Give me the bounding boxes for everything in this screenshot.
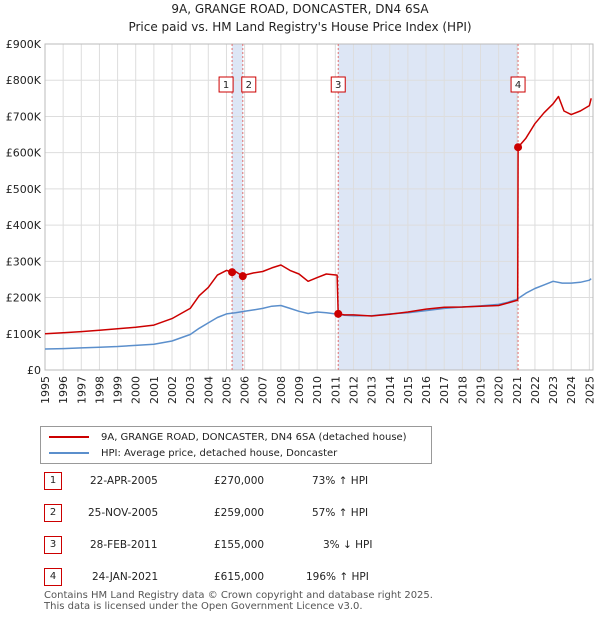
x-tick-label: 2020	[493, 376, 506, 404]
y-tick-label: £800K	[6, 74, 42, 87]
y-tick-label: £400K	[6, 219, 42, 232]
x-tick-label: 2019	[474, 376, 487, 404]
x-tick-label: 2005	[220, 376, 233, 404]
sale-point	[228, 268, 237, 277]
y-tick-label: £300K	[6, 255, 42, 268]
sale-point	[238, 272, 247, 281]
y-tick-label: £200K	[6, 292, 42, 305]
x-tick-label: 2012	[347, 376, 360, 404]
sale-date: 28-FEB-2011	[90, 539, 158, 551]
x-tick-label: 2015	[402, 376, 415, 404]
legend-line-hpi	[49, 452, 89, 454]
property-price-line	[44, 95, 592, 335]
sale-date: 22-APR-2005	[90, 475, 158, 487]
sale-badge: 1	[44, 472, 62, 490]
x-tick-label: 2016	[420, 376, 433, 404]
sale-badge: 4	[44, 568, 62, 586]
x-tick-label: 2018	[456, 376, 469, 404]
sale-price: £259,000	[214, 507, 265, 519]
footer: Contains HM Land Registry data © Crown c…	[44, 590, 433, 612]
footer-copyright: Contains HM Land Registry data © Crown c…	[44, 590, 433, 601]
sale-label: 1	[223, 80, 229, 91]
shaded-range	[338, 44, 519, 370]
x-tick-label: 1995	[39, 376, 52, 404]
sale-label: 4	[515, 80, 521, 91]
x-tick-label: 2011	[329, 376, 342, 404]
footer-licence: This data is licensed under the Open Gov…	[44, 601, 363, 612]
sale-badge: 3	[44, 536, 62, 554]
sale-price: £155,000	[214, 539, 265, 551]
sale-row: 4 24-JAN-2021 £615,000 196% ↑ HPI	[40, 568, 400, 588]
hpi-line	[44, 278, 592, 350]
x-tick-label: 2021	[511, 376, 524, 404]
chart-subtitle: Price paid vs. HM Land Registry's House …	[128, 20, 472, 34]
y-tick-label: £0	[27, 364, 41, 377]
shaded-range	[232, 44, 243, 370]
x-tick-label: 1997	[75, 376, 88, 404]
x-tick-label: 2008	[275, 376, 288, 404]
sale-label-box	[330, 76, 346, 93]
chart-title: 9A, GRANGE ROAD, DONCASTER, DN4 6SA	[171, 2, 429, 16]
x-tick-label: 2001	[148, 376, 161, 404]
x-tick-label: 2003	[184, 376, 197, 404]
x-tick-label: 2010	[311, 376, 324, 404]
x-tick-label: 2017	[438, 376, 451, 404]
y-tick-label: £500K	[6, 183, 42, 196]
sale-badge: 2	[44, 504, 62, 522]
x-tick-label: 1999	[112, 376, 125, 404]
x-tick-label: 2009	[293, 376, 306, 404]
y-tick-label: £600K	[6, 147, 42, 160]
legend-item-hpi: HPI: Average price, detached house, Donc…	[49, 445, 337, 461]
legend-line-property	[49, 436, 89, 438]
sale-hpi: 57% ↑ HPI	[312, 507, 369, 519]
y-tick-label: £700K	[6, 110, 42, 123]
plot-border	[44, 43, 594, 371]
legend-label-property: 9A, GRANGE ROAD, DONCASTER, DN4 6SA (det…	[101, 431, 407, 443]
legend-item-property: 9A, GRANGE ROAD, DONCASTER, DN4 6SA (det…	[49, 429, 407, 445]
sale-label-box	[218, 76, 234, 93]
sale-date: 24-JAN-2021	[92, 571, 159, 583]
sale-row: 2 25-NOV-2005 £259,000 57% ↑ HPI	[40, 504, 400, 524]
sale-hpi: 3% ↓ HPI	[323, 539, 373, 551]
x-tick-label: 2006	[239, 376, 252, 404]
sale-price: £615,000	[214, 571, 265, 583]
sale-label: 2	[246, 80, 252, 91]
sale-point	[334, 309, 343, 318]
sale-label: 3	[335, 80, 341, 91]
x-tick-label: 2000	[130, 376, 143, 404]
legend: 9A, GRANGE ROAD, DONCASTER, DN4 6SA (det…	[40, 426, 432, 464]
sale-label-box	[510, 76, 526, 93]
sale-row: 3 28-FEB-2011 £155,000 3% ↓ HPI	[40, 536, 400, 556]
x-tick-label: 2002	[166, 376, 179, 404]
sale-row: 1 22-APR-2005 £270,000 73% ↑ HPI	[40, 472, 400, 492]
legend-label-hpi: HPI: Average price, detached house, Donc…	[101, 447, 338, 459]
x-tick-label: 1996	[57, 376, 70, 404]
sale-date: 25-NOV-2005	[88, 507, 159, 519]
x-tick-label: 2004	[202, 376, 215, 404]
x-tick-label: 2024	[565, 376, 578, 404]
sale-hpi: 196% ↑ HPI	[306, 571, 369, 583]
x-tick-label: 2023	[547, 376, 560, 404]
x-tick-label: 1998	[93, 376, 106, 404]
sale-price: £270,000	[214, 475, 265, 487]
x-tick-label: 2014	[384, 376, 397, 404]
price-chart: £0 £100K £200K £300K £400K £500K £600K £700K £80…	[6, 38, 597, 404]
x-tick-label: 2013	[366, 376, 379, 404]
sale-label-box	[241, 76, 257, 93]
x-tick-label: 2007	[257, 376, 270, 404]
x-tick-label: 2022	[529, 376, 542, 404]
y-tick-label: £100K	[6, 328, 42, 341]
sale-hpi: 73% ↑ HPI	[312, 475, 369, 487]
x-tick-label: 2025	[583, 376, 596, 404]
y-tick-label: £900K	[6, 38, 42, 51]
sale-point	[514, 143, 523, 152]
